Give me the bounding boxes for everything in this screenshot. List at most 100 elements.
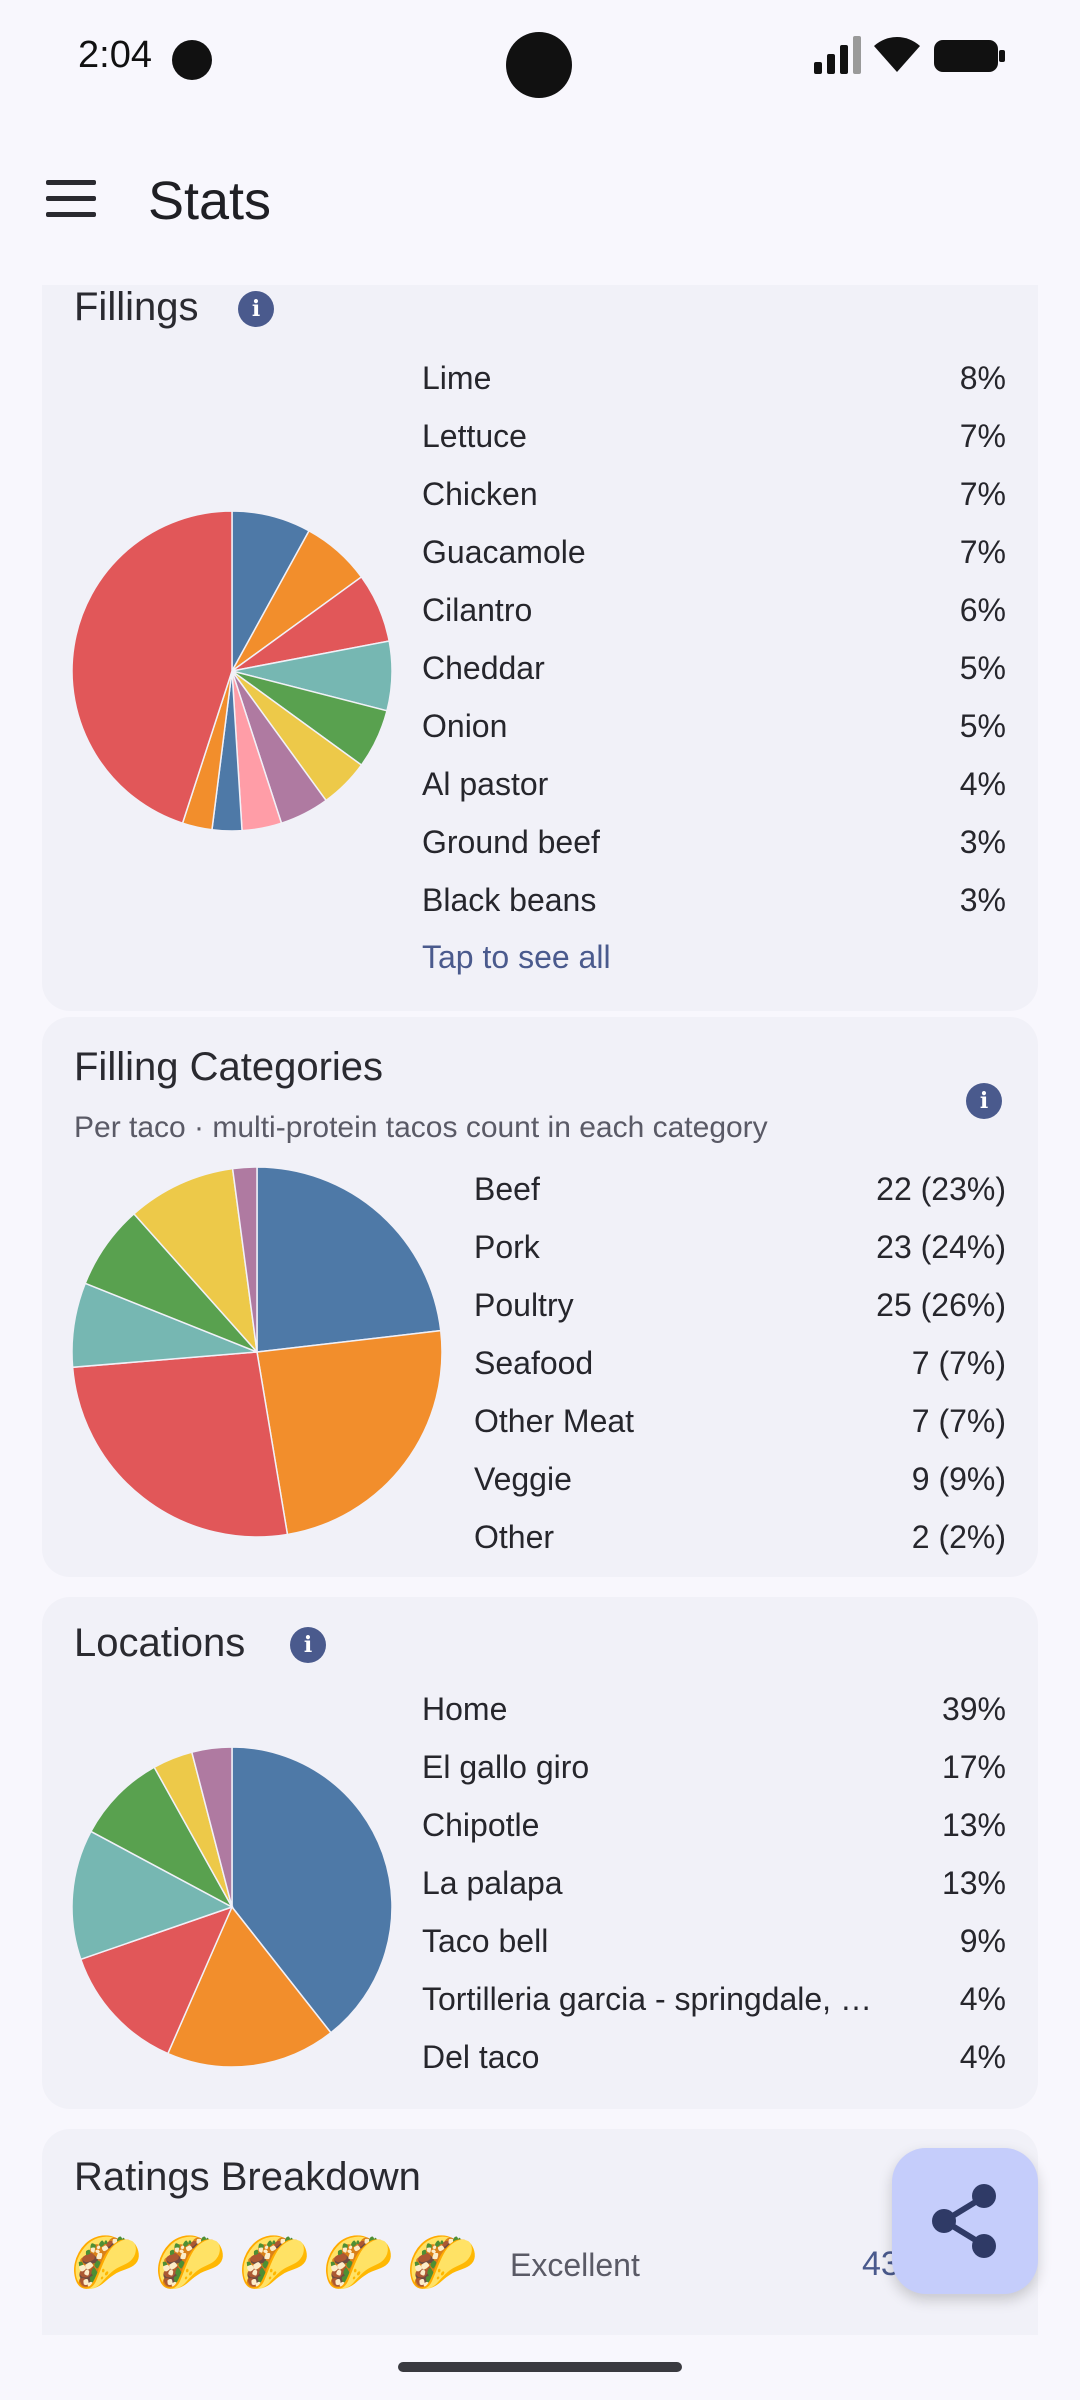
pie-slice-3 xyxy=(72,1830,234,1961)
legend-value: 17% xyxy=(941,1749,1006,1785)
legend-value: 5% xyxy=(959,708,1006,744)
legend-label: Tortilleria garcia - springdale, sp... xyxy=(422,1981,876,2017)
legend-value: 25 (26%) xyxy=(876,1287,1006,1323)
legend-row: Beef 22 (23%) xyxy=(474,1171,1006,1229)
fillings-card: Fillings i Lime 8% Lettuce 7% Chicken 7% Guaca… xyxy=(42,285,1038,1011)
taco-rating-icon: 🌮 xyxy=(238,2230,311,2295)
legend-value: 3% xyxy=(959,882,1006,918)
status-bar: 2:04 xyxy=(0,0,1080,120)
legend-row: Other 2 (2%) xyxy=(474,1519,1006,1577)
pie-slice-2 xyxy=(79,1905,234,2055)
filling-categories-title: Filling Categories xyxy=(74,1045,384,1089)
info-icon[interactable]: i xyxy=(238,291,274,327)
legend-value: 7 (7%) xyxy=(911,1403,1006,1439)
legend-value: 7% xyxy=(959,418,1006,454)
share-icon xyxy=(932,2184,996,2258)
locations-pie-chart xyxy=(72,1747,392,2067)
legend-value: 8% xyxy=(959,360,1006,396)
filling-categories-card: Filling Categories i Per taco · multi-pr… xyxy=(42,1017,1038,1577)
legend-label: Black beans xyxy=(422,882,597,918)
pie-slice-2 xyxy=(72,1351,289,1537)
legend-value: 7% xyxy=(959,476,1006,512)
info-icon[interactable]: i xyxy=(290,1627,326,1663)
filling-categories-subtitle: Per taco · multi-protein tacos count in … xyxy=(74,1111,768,1144)
legend-value: 7% xyxy=(959,534,1006,570)
legend-row: Lettuce 7% xyxy=(422,418,1006,476)
status-time: 2:04 xyxy=(78,34,152,76)
legend-row: Chipotle 13% xyxy=(422,1807,1006,1865)
taco-rating-icon: 🌮 xyxy=(154,2230,227,2295)
signal-icon xyxy=(814,36,861,74)
legend-row: Veggie 9 (9%) xyxy=(474,1461,1006,1519)
legend-label: Al pastor xyxy=(422,766,549,802)
legend-value: 4% xyxy=(959,1981,1006,2017)
pie-slice-10 xyxy=(72,511,233,825)
wifi-icon xyxy=(874,37,920,72)
legend-row: Pork 23 (24%) xyxy=(474,1229,1006,1287)
legend-row: Seafood 7 (7%) xyxy=(474,1345,1006,1403)
legend-row: Black beans 3% xyxy=(422,882,1006,940)
info-icon[interactable]: i xyxy=(966,1083,1002,1119)
legend-label: Del taco xyxy=(422,2039,540,2075)
legend-value: 22 (23%) xyxy=(876,1171,1006,1207)
legend-row: La palapa 13% xyxy=(422,1865,1006,1923)
legend-row: Lime 8% xyxy=(422,360,1006,418)
legend-row: Guacamole 7% xyxy=(422,534,1006,592)
pie-slice-1 xyxy=(256,1329,442,1536)
legend-row: El gallo giro 17% xyxy=(422,1749,1006,1807)
legend-label: Other Meat xyxy=(474,1403,635,1439)
fillings-legend: Lime 8% Lettuce 7% Chicken 7% Guacamole 7% Cilan… xyxy=(422,360,1006,960)
legend-label: Ground beef xyxy=(422,824,600,860)
legend-value: 4% xyxy=(959,2039,1006,2075)
categories-pie-chart xyxy=(72,1167,442,1537)
legend-row: Tortilleria garcia - springdale, sp... 4% xyxy=(422,1981,1006,2039)
legend-label: Lime xyxy=(422,360,492,396)
legend-row: Al pastor 4% xyxy=(422,766,1006,824)
fillings-title: Fillings xyxy=(74,285,199,329)
legend-label: Pork xyxy=(474,1229,540,1265)
pie-slice-0 xyxy=(256,1167,442,1353)
locations-title: Locations xyxy=(74,1621,246,1665)
gesture-home-bar[interactable] xyxy=(398,2362,682,2372)
legend-label: Guacamole xyxy=(422,534,586,570)
legend-label: Poultry xyxy=(474,1287,574,1323)
legend-row: Onion 5% xyxy=(422,708,1006,766)
categories-legend: Beef 22 (23%) Pork 23 (24%) Poultry 25 (26%) S… xyxy=(474,1171,1006,1591)
taco-rating-icon: 🌮 xyxy=(406,2230,479,2295)
locations-legend: Home 39% El gallo giro 17% Chipotle 13% La pal… xyxy=(422,1691,1006,2111)
tap-to-see-all-link[interactable]: Tap to see all xyxy=(422,939,611,975)
taco-rating-icon: 🌮 xyxy=(322,2230,395,2295)
legend-label: La palapa xyxy=(422,1865,563,1901)
legend-value: 13% xyxy=(941,1865,1006,1901)
hamburger-menu-icon[interactable] xyxy=(46,180,102,222)
legend-value: 39% xyxy=(941,1691,1006,1727)
legend-label: Cheddar xyxy=(422,650,545,686)
battery-icon xyxy=(934,40,1005,72)
legend-row: Other Meat 7 (7%) xyxy=(474,1403,1006,1461)
legend-label: Seafood xyxy=(474,1345,594,1381)
legend-row: Taco bell 9% xyxy=(422,1923,1006,1981)
legend-value: 13% xyxy=(941,1807,1006,1843)
app-bar: Stats xyxy=(0,140,1080,260)
legend-label: Home xyxy=(422,1691,508,1727)
legend-value: 9% xyxy=(959,1923,1006,1959)
legend-value: 23 (24%) xyxy=(876,1229,1006,1265)
share-button[interactable] xyxy=(892,2148,1038,2294)
pie-slice-6 xyxy=(231,1167,258,1353)
pie-slice-1 xyxy=(166,1905,332,2067)
legend-value: 5% xyxy=(959,650,1006,686)
notification-dot-icon xyxy=(172,40,212,80)
legend-row: Cheddar 5% xyxy=(422,650,1006,708)
legend-value: 6% xyxy=(959,592,1006,628)
legend-label: Beef xyxy=(474,1171,540,1207)
legend-row: Ground beef 3% xyxy=(422,824,1006,882)
legend-value: 9 (9%) xyxy=(911,1461,1006,1497)
page-title: Stats xyxy=(148,171,272,231)
pie-slice-0 xyxy=(231,1747,392,2034)
legend-value: 2 (2%) xyxy=(911,1519,1006,1555)
legend-label: Other xyxy=(474,1519,555,1555)
camera-cutout xyxy=(506,32,572,98)
legend-value: 4% xyxy=(959,766,1006,802)
rating-label: Excellent xyxy=(510,2247,640,2283)
pie-slice-4 xyxy=(89,1766,234,1909)
